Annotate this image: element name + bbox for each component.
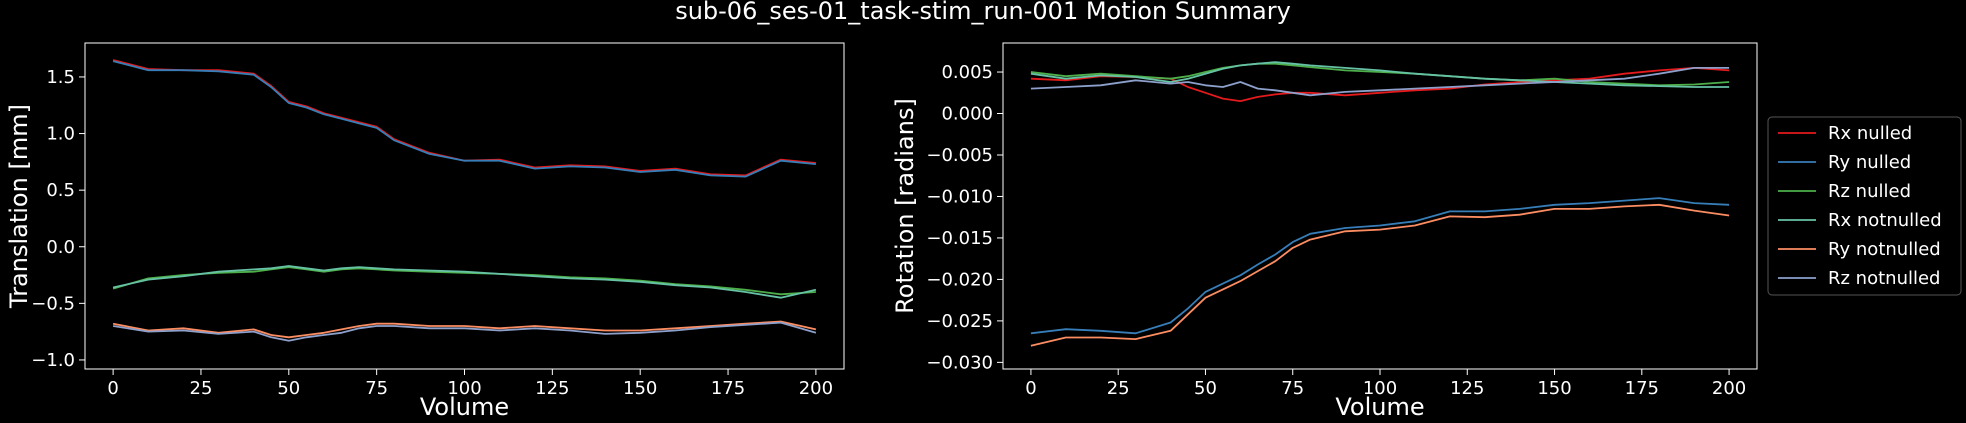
x-tick-label: 25 <box>190 378 213 399</box>
series-line-rz-nulled <box>1030 62 1730 87</box>
x-tick-label: 0 <box>107 378 118 399</box>
series-line-ry-nulled <box>1030 197 1730 335</box>
legend-label: Rz nulled <box>1828 181 1911 202</box>
x-tick-label: 125 <box>535 378 569 399</box>
x-tick-label: 125 <box>1450 378 1484 399</box>
x-tick-label: 0 <box>1025 378 1036 399</box>
x-tick-label: 75 <box>365 378 388 399</box>
x-tick-label: 200 <box>799 378 833 399</box>
y-tick-label: −0.030 <box>926 352 993 373</box>
x-tick-label: 150 <box>1537 378 1571 399</box>
series-line-rz-notnulled <box>1030 67 1730 97</box>
y-tick-label: −0.025 <box>926 311 993 332</box>
y-tick-label: −0.010 <box>926 186 993 207</box>
x-axis-label: Volume <box>420 393 509 421</box>
y-tick-label: 0.000 <box>941 104 993 125</box>
y-axis-label: Translation [mm] <box>5 104 33 309</box>
legend: Rx nulled Ry nulled Rz nulled Rx notnulled R… <box>1767 116 1962 296</box>
legend-box <box>1767 116 1962 296</box>
y-tick-label: 0.0 <box>46 237 75 258</box>
x-tick-label: 100 <box>447 378 481 399</box>
x-tick-label: 175 <box>711 378 745 399</box>
rotation-plot: 0 25 50 75 100 125 150 175 200 0.005 0.000 −0.005 −0… <box>891 42 1758 421</box>
legend-label: Rx notnulled <box>1828 210 1942 231</box>
axes-frame <box>84 42 845 370</box>
x-tick-label: 50 <box>1194 378 1217 399</box>
series-line-ry-notnulled <box>1030 203 1730 347</box>
series-line-rz-nulled <box>112 266 816 296</box>
y-tick-label: −0.5 <box>31 293 75 314</box>
x-tick-label: 200 <box>1712 378 1746 399</box>
legend-label: Rz notnulled <box>1828 268 1940 289</box>
x-tick-label: 150 <box>623 378 657 399</box>
y-tick-label: 0.5 <box>46 180 75 201</box>
x-tick-label: 50 <box>277 378 300 399</box>
y-tick-label: 1.5 <box>46 67 75 88</box>
series-line-ry-nulled <box>112 60 816 178</box>
legend-label: Rx nulled <box>1828 123 1912 144</box>
series-line-rz-notnulled <box>112 321 817 342</box>
translation-plot: 0 25 50 75 100 125 150 175 200 1.5 1.0 0.5 0.0 −0.5 −1… <box>5 42 845 421</box>
y-tick-label: −1.0 <box>31 350 75 371</box>
series-line-rx-notnulled <box>112 265 817 299</box>
x-axis-label: Volume <box>1335 393 1424 421</box>
x-tick-label: 75 <box>1281 378 1304 399</box>
y-tick-label: −0.020 <box>926 269 993 290</box>
series-line-rx-nulled <box>112 59 816 177</box>
y-tick-label: 1.0 <box>46 124 75 145</box>
x-tick-label: 100 <box>1363 378 1397 399</box>
y-axis-label: Rotation [radians] <box>891 98 919 314</box>
x-tick-label: 25 <box>1107 378 1130 399</box>
x-tick-label: 175 <box>1625 378 1659 399</box>
legend-label: Ry nulled <box>1828 152 1911 173</box>
y-tick-label: −0.015 <box>926 228 993 249</box>
series-line-rx-notnulled <box>1030 61 1730 88</box>
series-line-ry-notnulled <box>112 320 817 339</box>
figure-title: sub-06_ses-01_task-stim_run-001 Motion S… <box>675 0 1291 25</box>
y-tick-label: 0.005 <box>941 62 993 83</box>
legend-label: Ry notnulled <box>1828 239 1941 260</box>
y-tick-label: −0.005 <box>926 145 993 166</box>
